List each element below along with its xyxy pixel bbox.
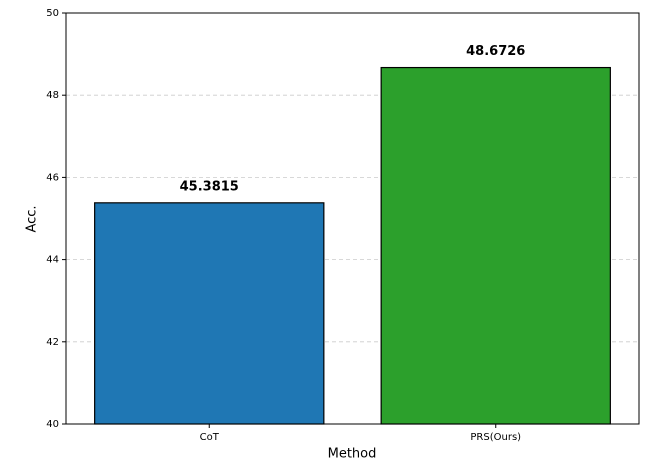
y-tick-label: 40 [46,419,59,430]
x-axis-label: Method [328,447,377,462]
x-tick-label: PRS(Ours) [470,432,521,443]
bar [380,66,611,425]
bar [94,202,325,425]
value-label: 48.6726 [466,44,525,59]
y-tick-label: 42 [46,337,59,348]
value-label: 45.3815 [180,179,239,194]
x-tick-label: CoT [200,432,220,443]
y-tick-label: 48 [46,90,59,101]
y-tick-label: 50 [46,8,59,19]
y-tick-label: 46 [46,172,59,183]
y-axis-label: Acc. [25,205,40,232]
y-tick-label: 44 [46,255,59,266]
plot-frame [65,12,640,425]
